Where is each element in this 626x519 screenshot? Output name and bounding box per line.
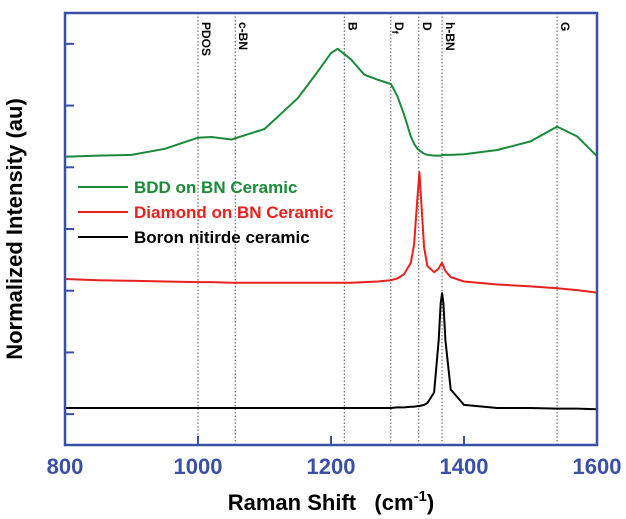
- legend-label: Boron nitirde ceramic: [134, 228, 310, 247]
- annotation-label: G: [558, 22, 572, 31]
- annotation-text: B: [345, 22, 359, 31]
- annotation-subscript: f: [390, 31, 400, 35]
- x-tick-label: 1600: [573, 454, 622, 479]
- annotation-text: D: [420, 22, 434, 31]
- annotation-text: h-BN: [443, 22, 457, 51]
- series-line: [64, 171, 598, 294]
- x-tick-label: 1000: [174, 454, 223, 479]
- y-axis-title: Normalized Intensity (au): [2, 98, 27, 360]
- annotation-text: PDOS: [199, 22, 213, 56]
- x-tick-label: 800: [47, 454, 84, 479]
- annotation-text: G: [558, 22, 572, 31]
- x-tick-label: 1400: [440, 454, 489, 479]
- annotation-label: PDOS: [199, 22, 213, 56]
- x-tick-label: 1200: [307, 454, 356, 479]
- x-axis-title: Raman Shift (cm-1): [228, 488, 434, 515]
- annotation-label: B: [345, 22, 359, 31]
- annotation-label: c-BN: [236, 22, 250, 50]
- annotation-label: Df: [390, 22, 406, 35]
- x-axis-title-text: Raman Shift (cm: [228, 490, 414, 515]
- series-line: [64, 47, 598, 158]
- annotation-label: h-BN: [443, 22, 457, 51]
- x-axis-title-end: ): [427, 490, 434, 515]
- legend-label: BDD on BN Ceramic: [134, 178, 297, 197]
- series-line: [65, 292, 598, 411]
- annotation-label: D: [420, 22, 434, 31]
- legend-label: Diamond on BN Ceramic: [134, 203, 333, 222]
- annotation-text: c-BN: [236, 22, 250, 50]
- x-axis-title-sup: -1: [414, 488, 427, 505]
- annotation-text: D: [392, 22, 406, 31]
